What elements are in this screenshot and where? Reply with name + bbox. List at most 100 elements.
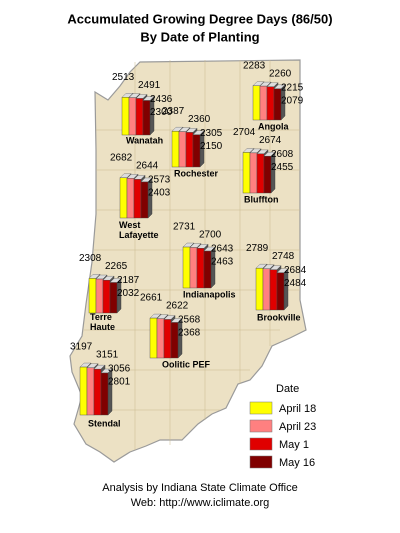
station-name: Terre Haute: [90, 312, 115, 332]
value-label: 2491: [138, 80, 161, 91]
value-label: 2661: [140, 293, 163, 304]
legend-swatch: [249, 437, 273, 451]
value-label: 2608: [271, 149, 294, 160]
bar: [119, 177, 128, 219]
value-label: 2731: [173, 222, 196, 233]
value-label: 2643: [211, 244, 234, 255]
bar: [133, 179, 142, 219]
bar: [100, 372, 109, 416]
bar: [256, 153, 265, 194]
bar: [263, 155, 272, 194]
bar: [269, 269, 278, 311]
bar: [140, 181, 149, 219]
value-label: 2622: [166, 301, 189, 312]
title: Accumulated Growing Degree Days (86/50): [67, 11, 332, 26]
footer-line: Analysis by Indiana State Climate Office: [102, 482, 297, 494]
value-label: 2748: [272, 251, 295, 262]
bar: [149, 317, 158, 359]
bar: [142, 100, 151, 136]
value-label: 2215: [281, 82, 304, 93]
bar: [93, 368, 102, 416]
legend-label: May 1: [279, 439, 309, 451]
station-name: Indianapolis: [183, 289, 236, 299]
value-label: 2513: [112, 72, 135, 83]
bar: [203, 250, 212, 289]
bar: [273, 88, 282, 121]
bar: [252, 85, 261, 121]
value-label: 2260: [269, 68, 292, 79]
bar: [171, 130, 180, 168]
legend-swatch: [249, 419, 273, 433]
station-name: Stendal: [88, 418, 121, 428]
station-name: Wanatah: [126, 135, 163, 145]
bar: [276, 272, 285, 311]
value-label: 3197: [70, 342, 93, 353]
bar: [182, 246, 191, 289]
legend-swatch: [249, 401, 273, 415]
legend-label: April 18: [279, 403, 316, 415]
bar: [192, 134, 201, 168]
bar: [266, 86, 275, 121]
bar: [88, 278, 97, 314]
value-label: 2700: [199, 230, 222, 241]
value-label: 2484: [284, 278, 307, 289]
value-label: 2674: [259, 135, 282, 146]
station-name: Rochester: [174, 168, 219, 178]
station-name: West Lafayette: [119, 220, 159, 240]
legend-label: April 23: [279, 421, 316, 433]
bar: [249, 152, 258, 194]
value-label: 2305: [200, 128, 223, 139]
value-label: 2436: [150, 94, 173, 105]
value-label: 2308: [79, 253, 102, 264]
bar: [86, 367, 95, 416]
value-label: 2187: [117, 275, 140, 286]
station-name: Bluffton: [244, 194, 278, 204]
value-label: 2573: [148, 174, 171, 185]
value-label: 2682: [110, 152, 133, 163]
value-label: 3151: [96, 350, 119, 361]
bar: [196, 248, 205, 289]
value-label: 2387: [162, 106, 185, 117]
bar: [135, 98, 144, 136]
value-label: 2032: [117, 288, 140, 299]
value-label: 2079: [281, 95, 304, 106]
bar: [170, 322, 179, 359]
value-label: 2684: [284, 265, 307, 276]
station-name: Angola: [258, 121, 289, 131]
value-label: 2403: [148, 187, 171, 198]
bar: [262, 268, 271, 311]
legend-title: Date: [276, 383, 299, 395]
value-label: 2463: [211, 257, 234, 268]
value-label: 3056: [108, 364, 131, 375]
bar: [185, 132, 194, 168]
legend-label: May 16: [279, 457, 315, 469]
station-name: Brookville: [257, 312, 301, 322]
bar: [102, 279, 111, 314]
value-label: 2801: [108, 377, 131, 388]
station-name: Oolitic PEF: [162, 359, 211, 369]
value-label: 2300: [150, 107, 173, 118]
value-label: 2789: [246, 243, 269, 254]
bar: [242, 152, 251, 194]
bar: [178, 131, 187, 168]
bar: [126, 178, 135, 219]
bar: [109, 282, 118, 314]
bar: [121, 97, 130, 136]
value-label: 2368: [178, 328, 201, 339]
subtitle: By Date of Planting: [140, 29, 259, 44]
legend-swatch: [249, 455, 273, 469]
bar: [79, 366, 88, 416]
value-label: 2704: [233, 127, 256, 138]
bar: [95, 278, 104, 314]
footer-line: Web: http://www.iclimate.org: [131, 497, 270, 509]
bar: [259, 85, 268, 121]
bar: [156, 318, 165, 359]
value-label: 2150: [200, 141, 223, 152]
bar: [128, 97, 137, 136]
value-label: 2265: [105, 261, 128, 272]
bar: [163, 319, 172, 359]
value-label: 2360: [188, 114, 211, 125]
bar: [255, 267, 264, 311]
value-label: 2568: [178, 315, 201, 326]
